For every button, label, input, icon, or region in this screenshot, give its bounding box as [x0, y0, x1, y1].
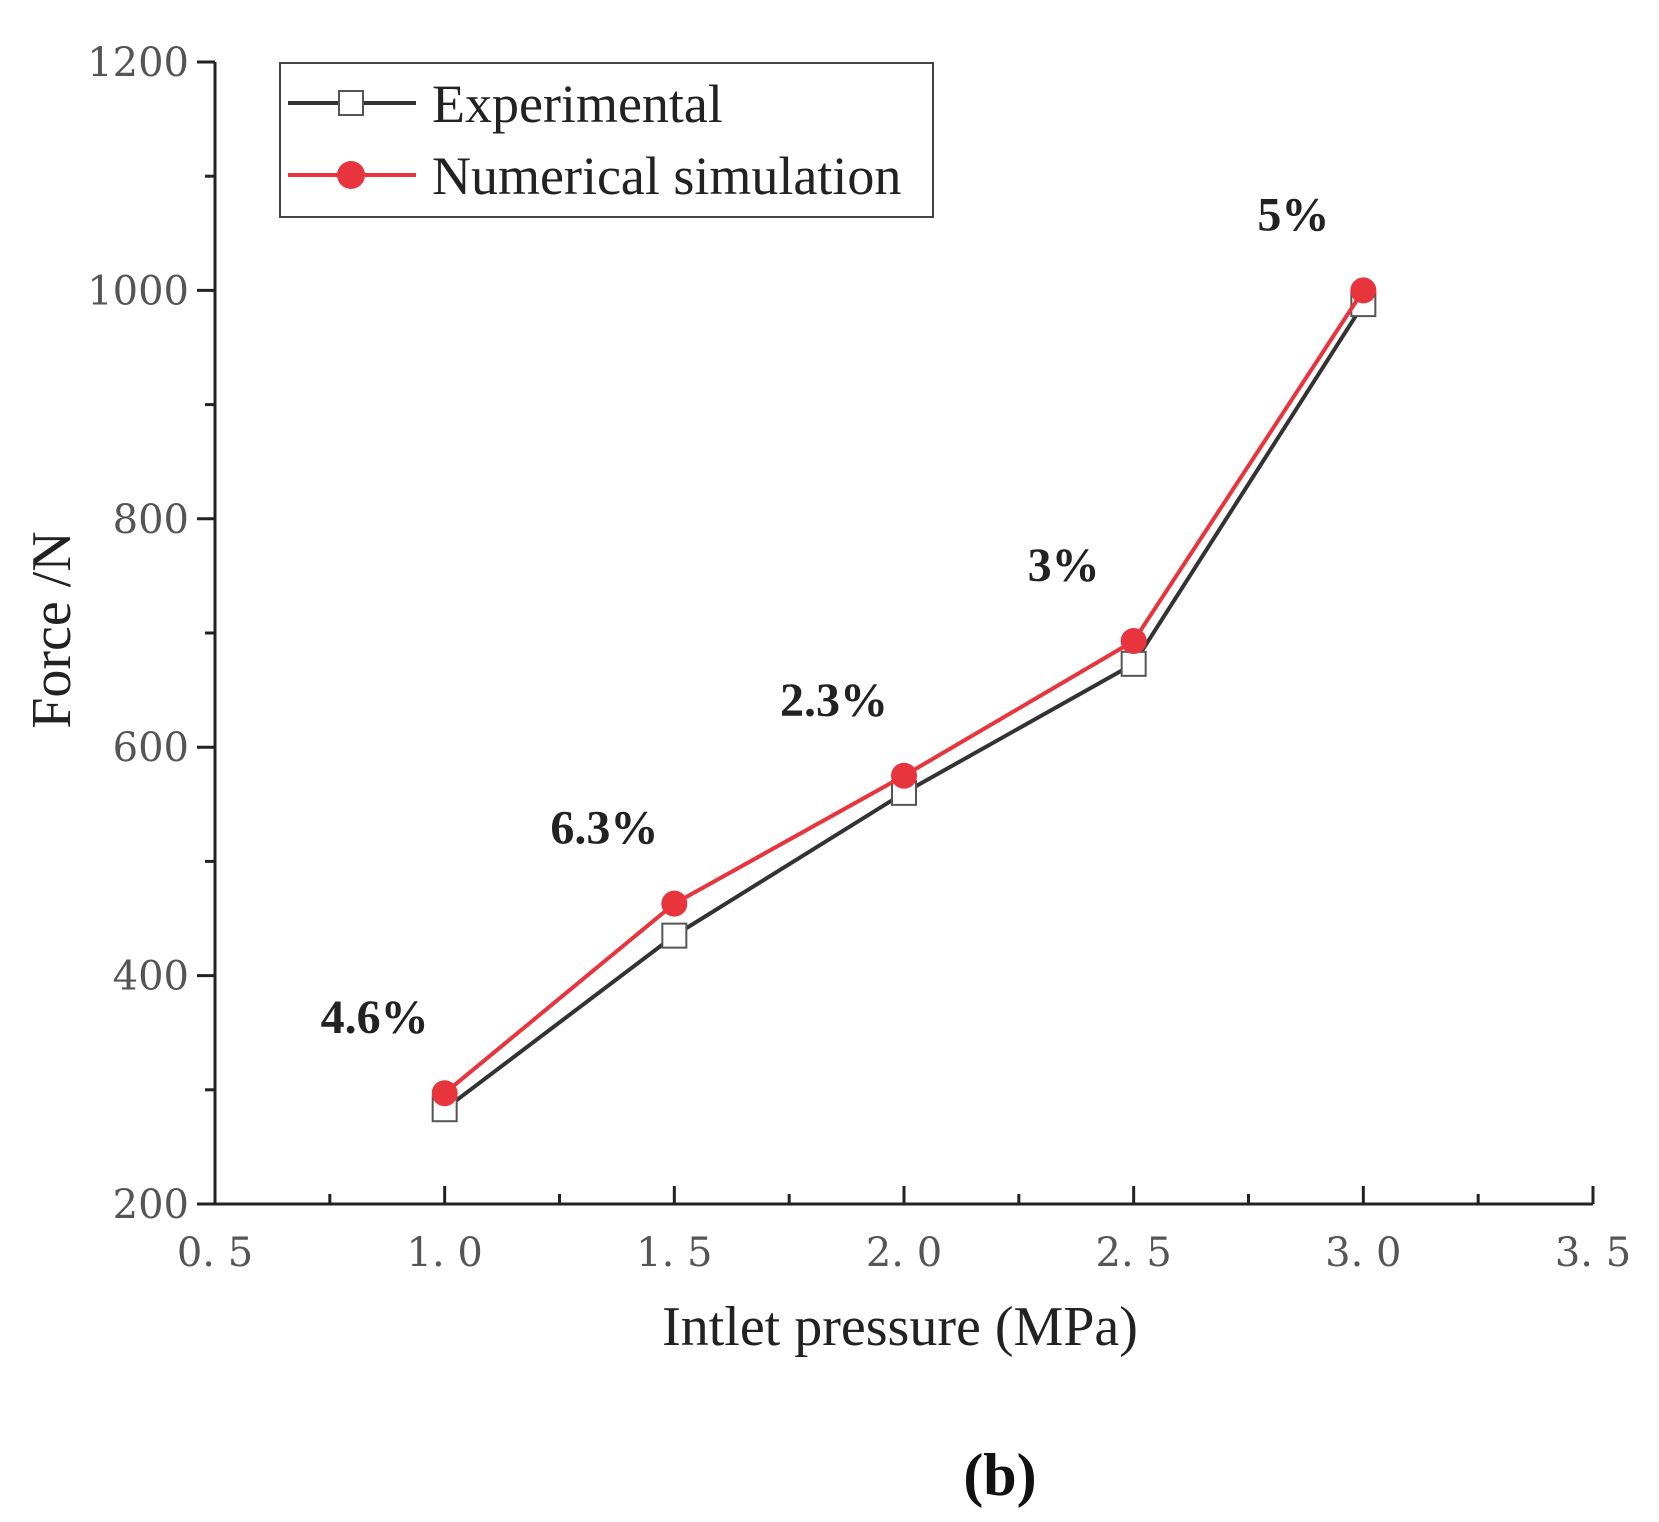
- numerical-point: [1350, 277, 1377, 304]
- experimental-point: [1120, 650, 1147, 677]
- annotations: 4.6% 6.3% 2.3% 3% 5%: [321, 188, 1330, 1044]
- y-tick-label: 800: [113, 497, 189, 543]
- x-axis-title: Intlet pressure (MPa): [662, 1296, 1138, 1358]
- y-tick-label: 600: [113, 725, 189, 771]
- numerical-point: [661, 890, 688, 917]
- y-tick-label: 400: [113, 954, 189, 1000]
- x-tick-label: 3. 5: [1555, 1230, 1631, 1276]
- legend-experimental-label: Experimental: [432, 74, 723, 134]
- error-annotation: 2.3%: [780, 674, 888, 727]
- experimental-line: [443, 303, 1366, 1111]
- experimental-point: [661, 922, 688, 949]
- x-tick-label: 0. 5: [177, 1230, 253, 1276]
- series-layer: [431, 277, 1377, 1123]
- y-tick-label: 1000: [87, 268, 189, 314]
- x-tick-label: 1. 0: [407, 1230, 483, 1276]
- error-annotation: 6.3%: [550, 802, 658, 855]
- legend-box: [279, 62, 934, 218]
- legend-experimental-marker: [338, 90, 364, 116]
- y-axis-title: Force /N: [21, 531, 83, 729]
- x-tick-label: 3. 0: [1325, 1230, 1401, 1276]
- error-annotation: 3%: [1028, 539, 1100, 592]
- x-tick-label: 1. 5: [636, 1230, 712, 1276]
- axes: 0. 5 1. 0 1. 5 2. 0 2. 5 3. 0 3. 5 200 400 600 800…: [87, 40, 1631, 1276]
- legend-numerical-label: Numerical simulation: [432, 146, 901, 206]
- legend: Experimental Numerical simulation: [279, 62, 934, 218]
- error-annotation: 4.6%: [321, 991, 429, 1044]
- x-tick-label: 2. 5: [1096, 1230, 1172, 1276]
- x-tick-label: 2. 0: [866, 1230, 942, 1276]
- numerical-point: [1120, 627, 1147, 654]
- panel-label: (b): [963, 1442, 1036, 1508]
- y-tick-label: 200: [113, 1182, 189, 1228]
- y-tick-label: 1200: [87, 40, 189, 86]
- numerical-point: [891, 762, 917, 789]
- numerical-line: [443, 289, 1366, 1095]
- legend-numerical-marker: [337, 161, 365, 189]
- error-annotation: 5%: [1257, 188, 1329, 241]
- numerical-point: [431, 1080, 458, 1107]
